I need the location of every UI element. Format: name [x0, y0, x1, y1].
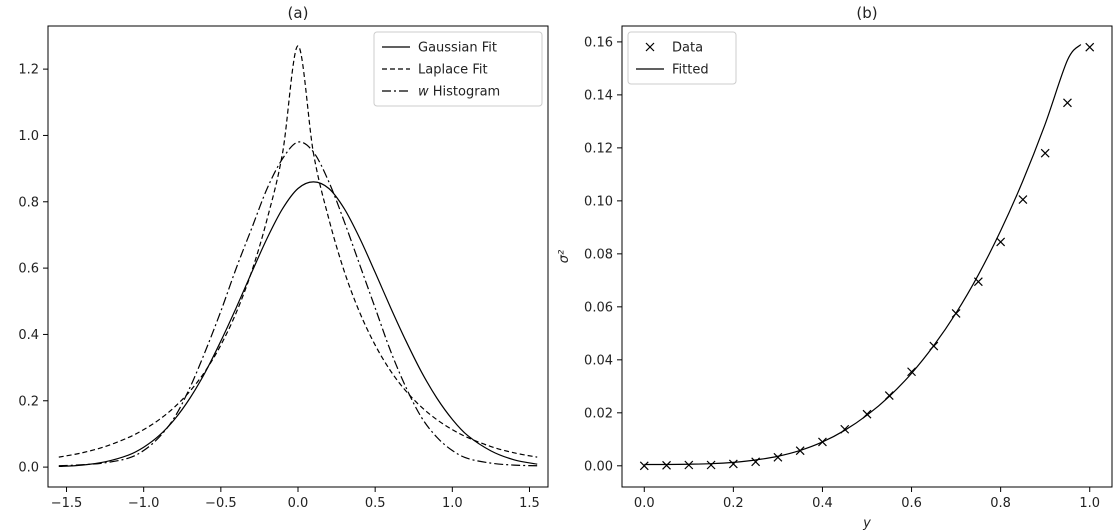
- chart-title: (a): [288, 4, 309, 22]
- panel-b: (b) 0.0 0.2 0.4 0.6 0.8 1.0 0.00 0.02 0.04 0.06 0.0…: [557, 4, 1113, 530]
- y-tick-label: 0.10: [584, 194, 613, 209]
- chart-title: (b): [856, 4, 877, 22]
- marker-stroke: [1063, 98, 1072, 108]
- y-axis-label: σ²: [557, 250, 572, 263]
- x-tick-label: 1.0: [1079, 496, 1100, 511]
- legend-entry: Laplace Fit: [382, 63, 488, 78]
- marker-stroke: [684, 460, 694, 470]
- marker-stroke: [728, 459, 738, 469]
- legend-label-rest: Histogram: [429, 85, 501, 100]
- plot-area: [639, 42, 1095, 471]
- data-point-marker: [684, 460, 694, 470]
- x-tick-label: −1.0: [128, 496, 160, 511]
- data-point-marker: [662, 460, 671, 470]
- legend-entry: w Histogram: [382, 85, 500, 100]
- legend-label: Gaussian Fit: [418, 41, 497, 56]
- x-tick-label: 0.5: [365, 496, 386, 511]
- marker-stroke: [996, 237, 1006, 247]
- marker-stroke: [1018, 195, 1028, 204]
- legend: Gaussian Fit Laplace Fit w Histogram: [373, 31, 543, 107]
- marker-stroke: [773, 452, 783, 462]
- marker-stroke: [1040, 148, 1050, 158]
- x-tick-label: 0.0: [634, 496, 655, 511]
- x-tick-label: 0.0: [288, 496, 309, 511]
- laplace-fit-series: [58, 45, 538, 458]
- legend-label-italic: w: [418, 85, 429, 100]
- data-point-marker: [996, 237, 1006, 247]
- plot-area: [58, 45, 538, 468]
- legend-box: [373, 31, 543, 107]
- data-point-marker: [773, 452, 783, 462]
- y-tick-label: 0.12: [584, 141, 613, 156]
- plot-frame: [621, 25, 1113, 488]
- data-point-marker: [1018, 195, 1028, 204]
- panel-a: (a) −1.5 −1.0 −0.5 0.0 0.5 1.0 1.5 0.0 0.2 0.4 0.6 0…: [18, 4, 549, 511]
- y-tick-label: 0.6: [18, 262, 39, 277]
- x-tick-label: 0.2: [723, 496, 744, 511]
- legend-label: Data: [672, 41, 703, 56]
- y-tick-label: 0.06: [584, 300, 613, 315]
- marker-stroke: [639, 461, 649, 471]
- x-tick-label: 0.4: [812, 496, 833, 511]
- marker-stroke: [662, 460, 671, 470]
- x-axis-label: y: [862, 516, 871, 530]
- y-tick-label: 0.02: [584, 406, 613, 421]
- x-tick-label: −1.5: [51, 496, 83, 511]
- y-tick-label: 0.14: [584, 88, 613, 103]
- legend-box: [627, 31, 737, 85]
- marker-stroke: [973, 277, 983, 287]
- data-point-marker: [907, 367, 916, 377]
- x-tick-label: 1.5: [519, 496, 540, 511]
- x-tick-label: 0.6: [901, 496, 922, 511]
- y-tick-label: 0.0: [18, 461, 39, 476]
- marker-stroke: [706, 460, 716, 470]
- gaussian-fit-series: [58, 181, 538, 468]
- legend-label: Fitted: [672, 63, 709, 78]
- legend-label: w Histogram: [418, 85, 500, 100]
- legend-marker: [645, 42, 655, 52]
- y-tick-label: 0.8: [18, 195, 39, 210]
- y-tick-label: 1.0: [18, 129, 39, 144]
- legend-entry: Fitted: [636, 63, 709, 78]
- data-point-marker: [728, 459, 738, 469]
- x-tick-label: −0.5: [205, 496, 237, 511]
- y-tick-label: 0.08: [584, 247, 613, 262]
- y-tick-label: 0.00: [584, 459, 613, 474]
- x-tick-label: 1.0: [442, 496, 463, 511]
- data-point-marker: [639, 461, 649, 471]
- w-histogram-series: [58, 141, 538, 467]
- x-tick-label: 0.8: [990, 496, 1011, 511]
- y-tick-label: 0.2: [18, 394, 39, 409]
- y-tick-label: 1.2: [18, 63, 39, 78]
- marker-stroke: [1085, 42, 1095, 52]
- data-point-marker: [1063, 98, 1072, 108]
- fitted-series: [644, 44, 1082, 466]
- data-point-marker: [1085, 42, 1095, 52]
- y-tick-label: 0.16: [584, 35, 613, 50]
- legend-label: Laplace Fit: [418, 63, 488, 78]
- marker-stroke: [907, 367, 916, 377]
- y-tick-label: 0.4: [18, 328, 39, 343]
- data-point-marker: [706, 460, 716, 470]
- legend-entry: Gaussian Fit: [382, 41, 497, 56]
- data-point-marker: [1040, 148, 1050, 158]
- y-tick-label: 0.04: [584, 353, 613, 368]
- legend: Data Fitted: [627, 31, 737, 85]
- legend-entry: Data: [645, 41, 703, 56]
